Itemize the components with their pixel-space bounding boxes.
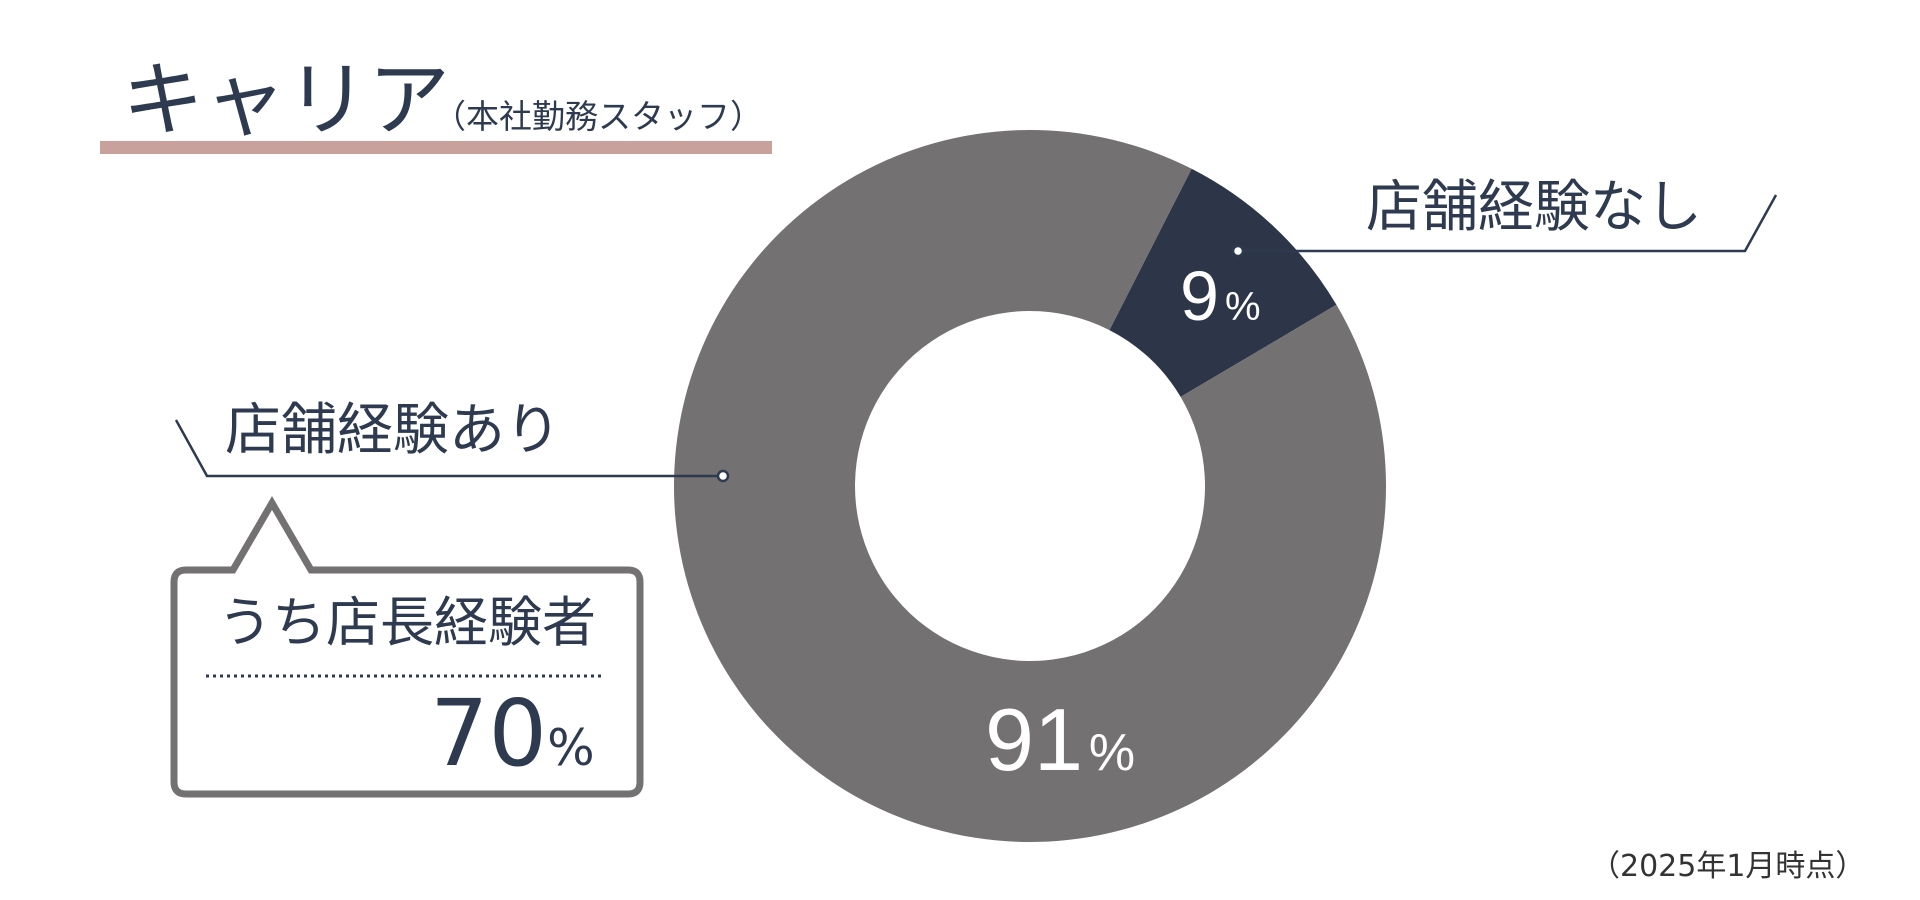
slice-value-label-store-experience: 91% [985, 690, 1135, 789]
callout-bubble [170, 496, 644, 798]
leader-line-store-experience [174, 419, 723, 478]
page-subtitle: （本社勤務スタッフ） [433, 97, 763, 136]
donut-slice-store-experience [673, 130, 1387, 843]
donut-slices [673, 130, 1387, 843]
callout-value-number: 70 [430, 680, 548, 787]
callout-value-unit: % [547, 719, 595, 777]
donut-slice-no-store-experience [1109, 168, 1337, 397]
callout-text: うち店長経験者 [218, 591, 596, 654]
callout-value: 70% [430, 688, 595, 780]
legend-label-store-experience: 店舗経験あり [225, 398, 561, 463]
legend-label-no-store-experience: 店舗経験なし [1366, 175, 1702, 240]
leader-dot-no-store-experience [1231, 244, 1245, 258]
title-underline [100, 141, 772, 154]
leader-dot-store-experience [716, 469, 730, 483]
slice-value-label-no-store-experience: 9% [1180, 257, 1261, 335]
leader-line-no-store-experience [1238, 194, 1778, 253]
date-footnote: （2025年1月時点） [1590, 849, 1866, 884]
page-title: キャリア [122, 53, 451, 148]
